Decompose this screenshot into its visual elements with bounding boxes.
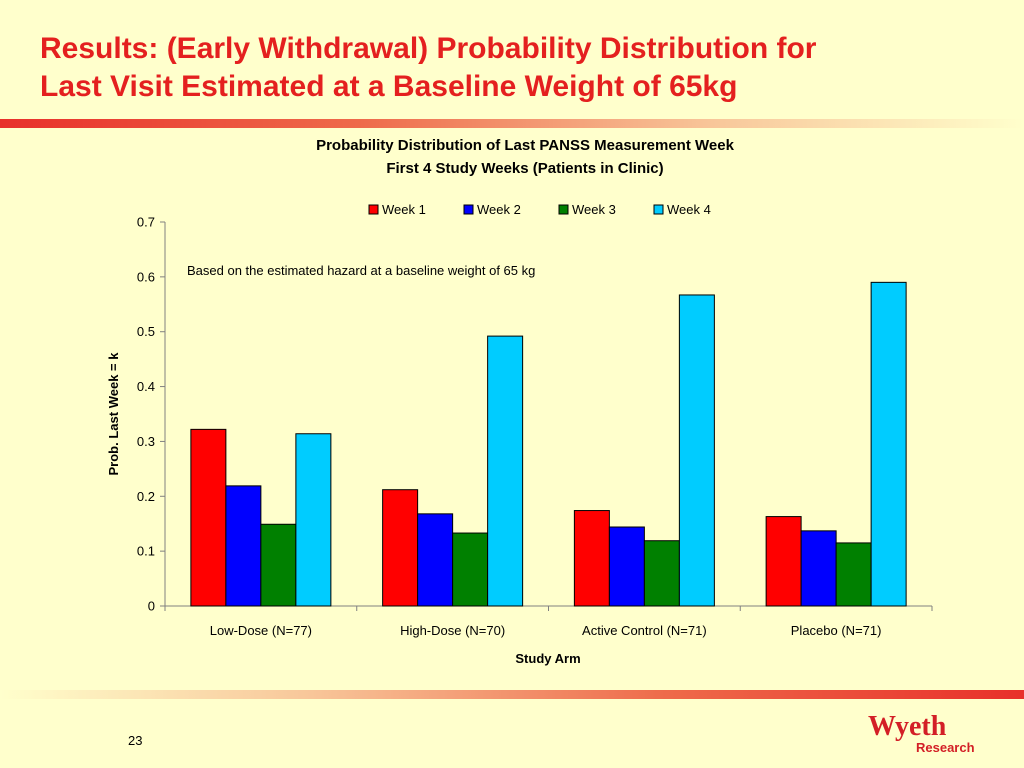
legend-swatch [368,204,379,215]
bar-week-3 [260,523,297,607]
bar-week-2 [800,530,837,607]
slide-title-line-1: Results: (Early Withdrawal) Probability … [40,32,817,65]
bar-week-2 [225,485,262,607]
y-tick-label: 0.2 [137,489,155,504]
bar-week-3 [643,540,680,607]
bar-week-1 [765,516,802,607]
bar-week-4 [870,281,907,607]
bar-chart: Probability Distribution of Last PANSS M… [106,137,933,666]
chart-bars [190,281,907,607]
logo-subtext: Research [916,740,975,755]
bar-week-2 [608,526,645,607]
x-tick-label: Placebo (N=71) [791,623,882,638]
bar-week-1 [190,428,227,607]
x-tick-label: Low-Dose (N=77) [210,623,312,638]
bar-week-3 [452,532,489,607]
y-tick-label: 0.7 [137,215,155,230]
y-tick-label: 0.3 [137,434,155,449]
chart-annotation: Based on the estimated hazard at a basel… [187,263,535,278]
bar-week-3 [835,542,872,607]
y-axis-label: Prob. Last Week = k [106,352,121,476]
bottom-divider [0,690,1024,699]
logo-wordmark: Wyeth [868,711,947,742]
slide-title: Results: (Early Withdrawal) Probability … [40,30,1000,106]
x-tick-label: Active Control (N=71) [582,623,707,638]
slide-title-line-2: Last Visit Estimated at a Baseline Weigh… [40,70,738,103]
bar-week-4 [295,433,332,607]
legend-label: Week 3 [572,202,616,217]
bar-week-4 [678,294,715,607]
legend-swatch [653,204,664,215]
bar-week-4 [487,335,524,607]
legend-swatch [558,204,569,215]
bar-week-1 [382,489,419,607]
legend-swatch [463,204,474,215]
legend-label: Week 4 [667,202,711,217]
y-tick-label: 0.5 [137,324,155,339]
y-tick-label: 0.4 [137,379,155,394]
x-tick-label: High-Dose (N=70) [400,623,505,638]
chart-legend: Week 1 Week 2 Week 3 Week 4 [368,202,711,217]
y-tick-label: 0 [148,599,155,614]
legend-label: Week 1 [382,202,426,217]
y-tick-label: 0.6 [137,269,155,284]
wyeth-research-logo: Wyeth Research [868,711,975,755]
chart-axes: 0 0.1 0.2 0.3 0.4 0.5 0.6 0.7 Low-Dose (N=77) Hig… [137,215,933,638]
y-tick-label: 0.1 [137,544,155,559]
top-divider [0,119,1024,128]
chart-title-line-2: First 4 Study Weeks (Patients in Clinic) [386,160,663,177]
bar-week-2 [417,513,454,607]
x-axis-label: Study Arm [515,651,580,666]
bar-week-1 [573,510,610,607]
legend-label: Week 2 [477,202,521,217]
page-number: 23 [128,733,143,748]
chart-title-line-1: Probability Distribution of Last PANSS M… [316,137,735,154]
